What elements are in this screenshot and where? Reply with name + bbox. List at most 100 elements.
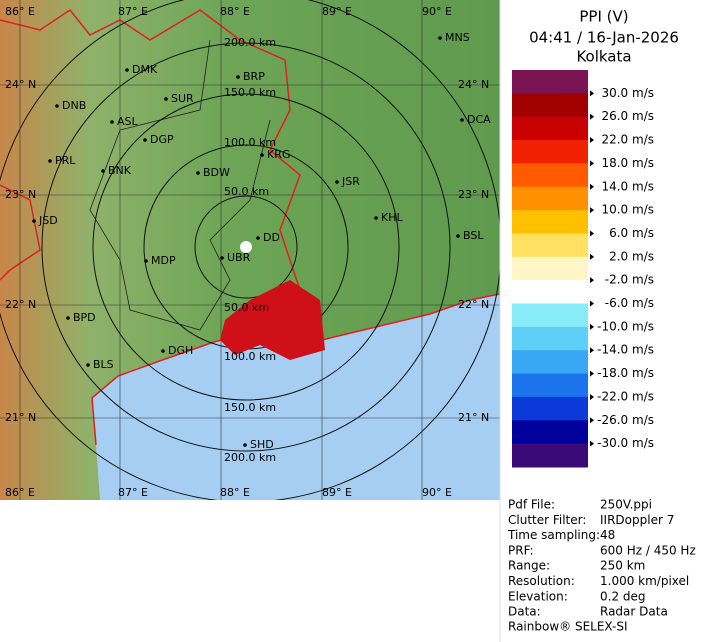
place-label: ASL [117, 115, 139, 128]
info-label: Clutter Filter: [508, 513, 586, 527]
place-dot [161, 349, 165, 353]
colorbar-tick [590, 253, 594, 260]
colorbar-tick [590, 417, 594, 424]
ring-label: 100.0 km [224, 136, 276, 149]
info-label: Data: [508, 605, 541, 619]
info-value: 600 Hz / 450 Hz [600, 543, 696, 557]
colorbar-band [512, 280, 588, 305]
place-dot [164, 97, 168, 101]
info-value: Radar Data [600, 605, 668, 619]
colorbar-tick [590, 370, 594, 377]
colorbar-band [512, 210, 588, 234]
colorbar-tick [590, 230, 594, 237]
colorbar-band [512, 326, 588, 351]
place-label: BPD [73, 311, 96, 324]
lon-label: 86° E [5, 5, 35, 18]
ring-label: 100.0 km [224, 350, 276, 363]
place-dot [456, 234, 460, 238]
lat-label: 23° N [5, 188, 36, 201]
lat-label: 21° N [5, 411, 36, 424]
place-label: UBR [227, 251, 251, 264]
lon-label: 89° E [322, 486, 352, 499]
info-value: 250V.ppi [600, 498, 652, 512]
place-label: KRG [267, 148, 290, 161]
colorbar-tick [590, 160, 594, 167]
place-label: DGP [150, 133, 174, 146]
map: 86° E 86° E 87° E 87° E 88° E 88° E 89° E 89° E… [0, 0, 500, 500]
place-label: PRL [55, 154, 76, 167]
place-label: SHD [250, 438, 274, 451]
place-label: JSD [38, 214, 58, 227]
info-value: 250 km [600, 559, 645, 573]
info-value: 1.000 km/pixel [600, 574, 689, 588]
lon-label: 90° E [422, 5, 452, 18]
place-dot [236, 75, 240, 79]
place-dot [143, 138, 147, 142]
place-label: DCA [467, 113, 491, 126]
colorbar-band [512, 420, 588, 445]
colorbar-band [512, 303, 588, 328]
colorbar-label: 18.0 m/s [601, 156, 654, 170]
colorbar-label: -10.0 m/s [597, 319, 654, 333]
info-label: Elevation: [508, 589, 568, 603]
colorbar-label: -6.0 m/s [605, 296, 654, 310]
lat-label: 22° N [458, 298, 489, 311]
colorbar-tick [590, 113, 594, 120]
colorbar-label: 2.0 m/s [609, 249, 654, 263]
place-label: KHL [381, 211, 403, 224]
graticule [0, 0, 500, 500]
colorbar-label: 6.0 m/s [609, 226, 654, 240]
colorbar-label: 30.0 m/s [601, 86, 654, 100]
echoes [220, 280, 325, 360]
lat-label: 22° N [5, 298, 36, 311]
lon-label: 90° E [422, 486, 452, 499]
lon-label: 87° E [118, 5, 148, 18]
place-label: BDW [203, 166, 230, 179]
info-label: Resolution: [508, 574, 575, 588]
place-dot [196, 171, 200, 175]
info-value: 0.2 deg [600, 589, 646, 603]
lat-label: 24° N [458, 78, 489, 91]
colorbar-label: -14.0 m/s [597, 343, 654, 357]
place-dot [66, 316, 70, 320]
place-label: BSL [463, 229, 484, 242]
place-label: DMK [132, 63, 158, 76]
lat-label: 23° N [458, 188, 489, 201]
place-label: DD [263, 231, 280, 244]
district-lines [89, 39, 271, 331]
info-label: Range: [508, 559, 550, 573]
colorbar-band [512, 163, 588, 188]
ring-label: 50.0 km [224, 301, 269, 314]
colorbar-band [512, 233, 588, 258]
colorbar-tick [590, 277, 594, 284]
lon-label: 87° E [118, 486, 148, 499]
panel-title: PPI (V) [579, 8, 628, 26]
colorbar-label: 14.0 m/s [601, 179, 654, 193]
ring-label: 200.0 km [224, 451, 276, 464]
colorbar-label: -30.0 m/s [597, 436, 654, 450]
colorbar-tick [590, 393, 594, 400]
lat-label: 21° N [458, 411, 489, 424]
place-dot [335, 180, 339, 184]
colorbar-band [512, 443, 588, 468]
colorbar-label: 26.0 m/s [601, 109, 654, 123]
lon-label: 89° E [322, 5, 352, 18]
place-dot [86, 363, 90, 367]
border [0, 8, 301, 291]
info-value: IIRDoppler 7 [600, 513, 674, 527]
place-dot [220, 256, 224, 260]
colorbar-label: 10.0 m/s [601, 203, 654, 217]
colorbar-tick [590, 207, 594, 214]
place-dot [144, 259, 148, 263]
colorbar-band [512, 140, 588, 164]
colorbar-band [512, 350, 588, 375]
sea [92, 294, 500, 500]
colorbar-label: -22.0 m/s [597, 389, 654, 403]
lon-label: 86° E [5, 486, 35, 499]
place-dot [243, 443, 247, 447]
ring-label: 50.0 km [224, 185, 269, 198]
panel-site: Kolkata [576, 48, 631, 66]
ring-label: 150.0 km [224, 86, 276, 99]
place-dot [101, 169, 105, 173]
